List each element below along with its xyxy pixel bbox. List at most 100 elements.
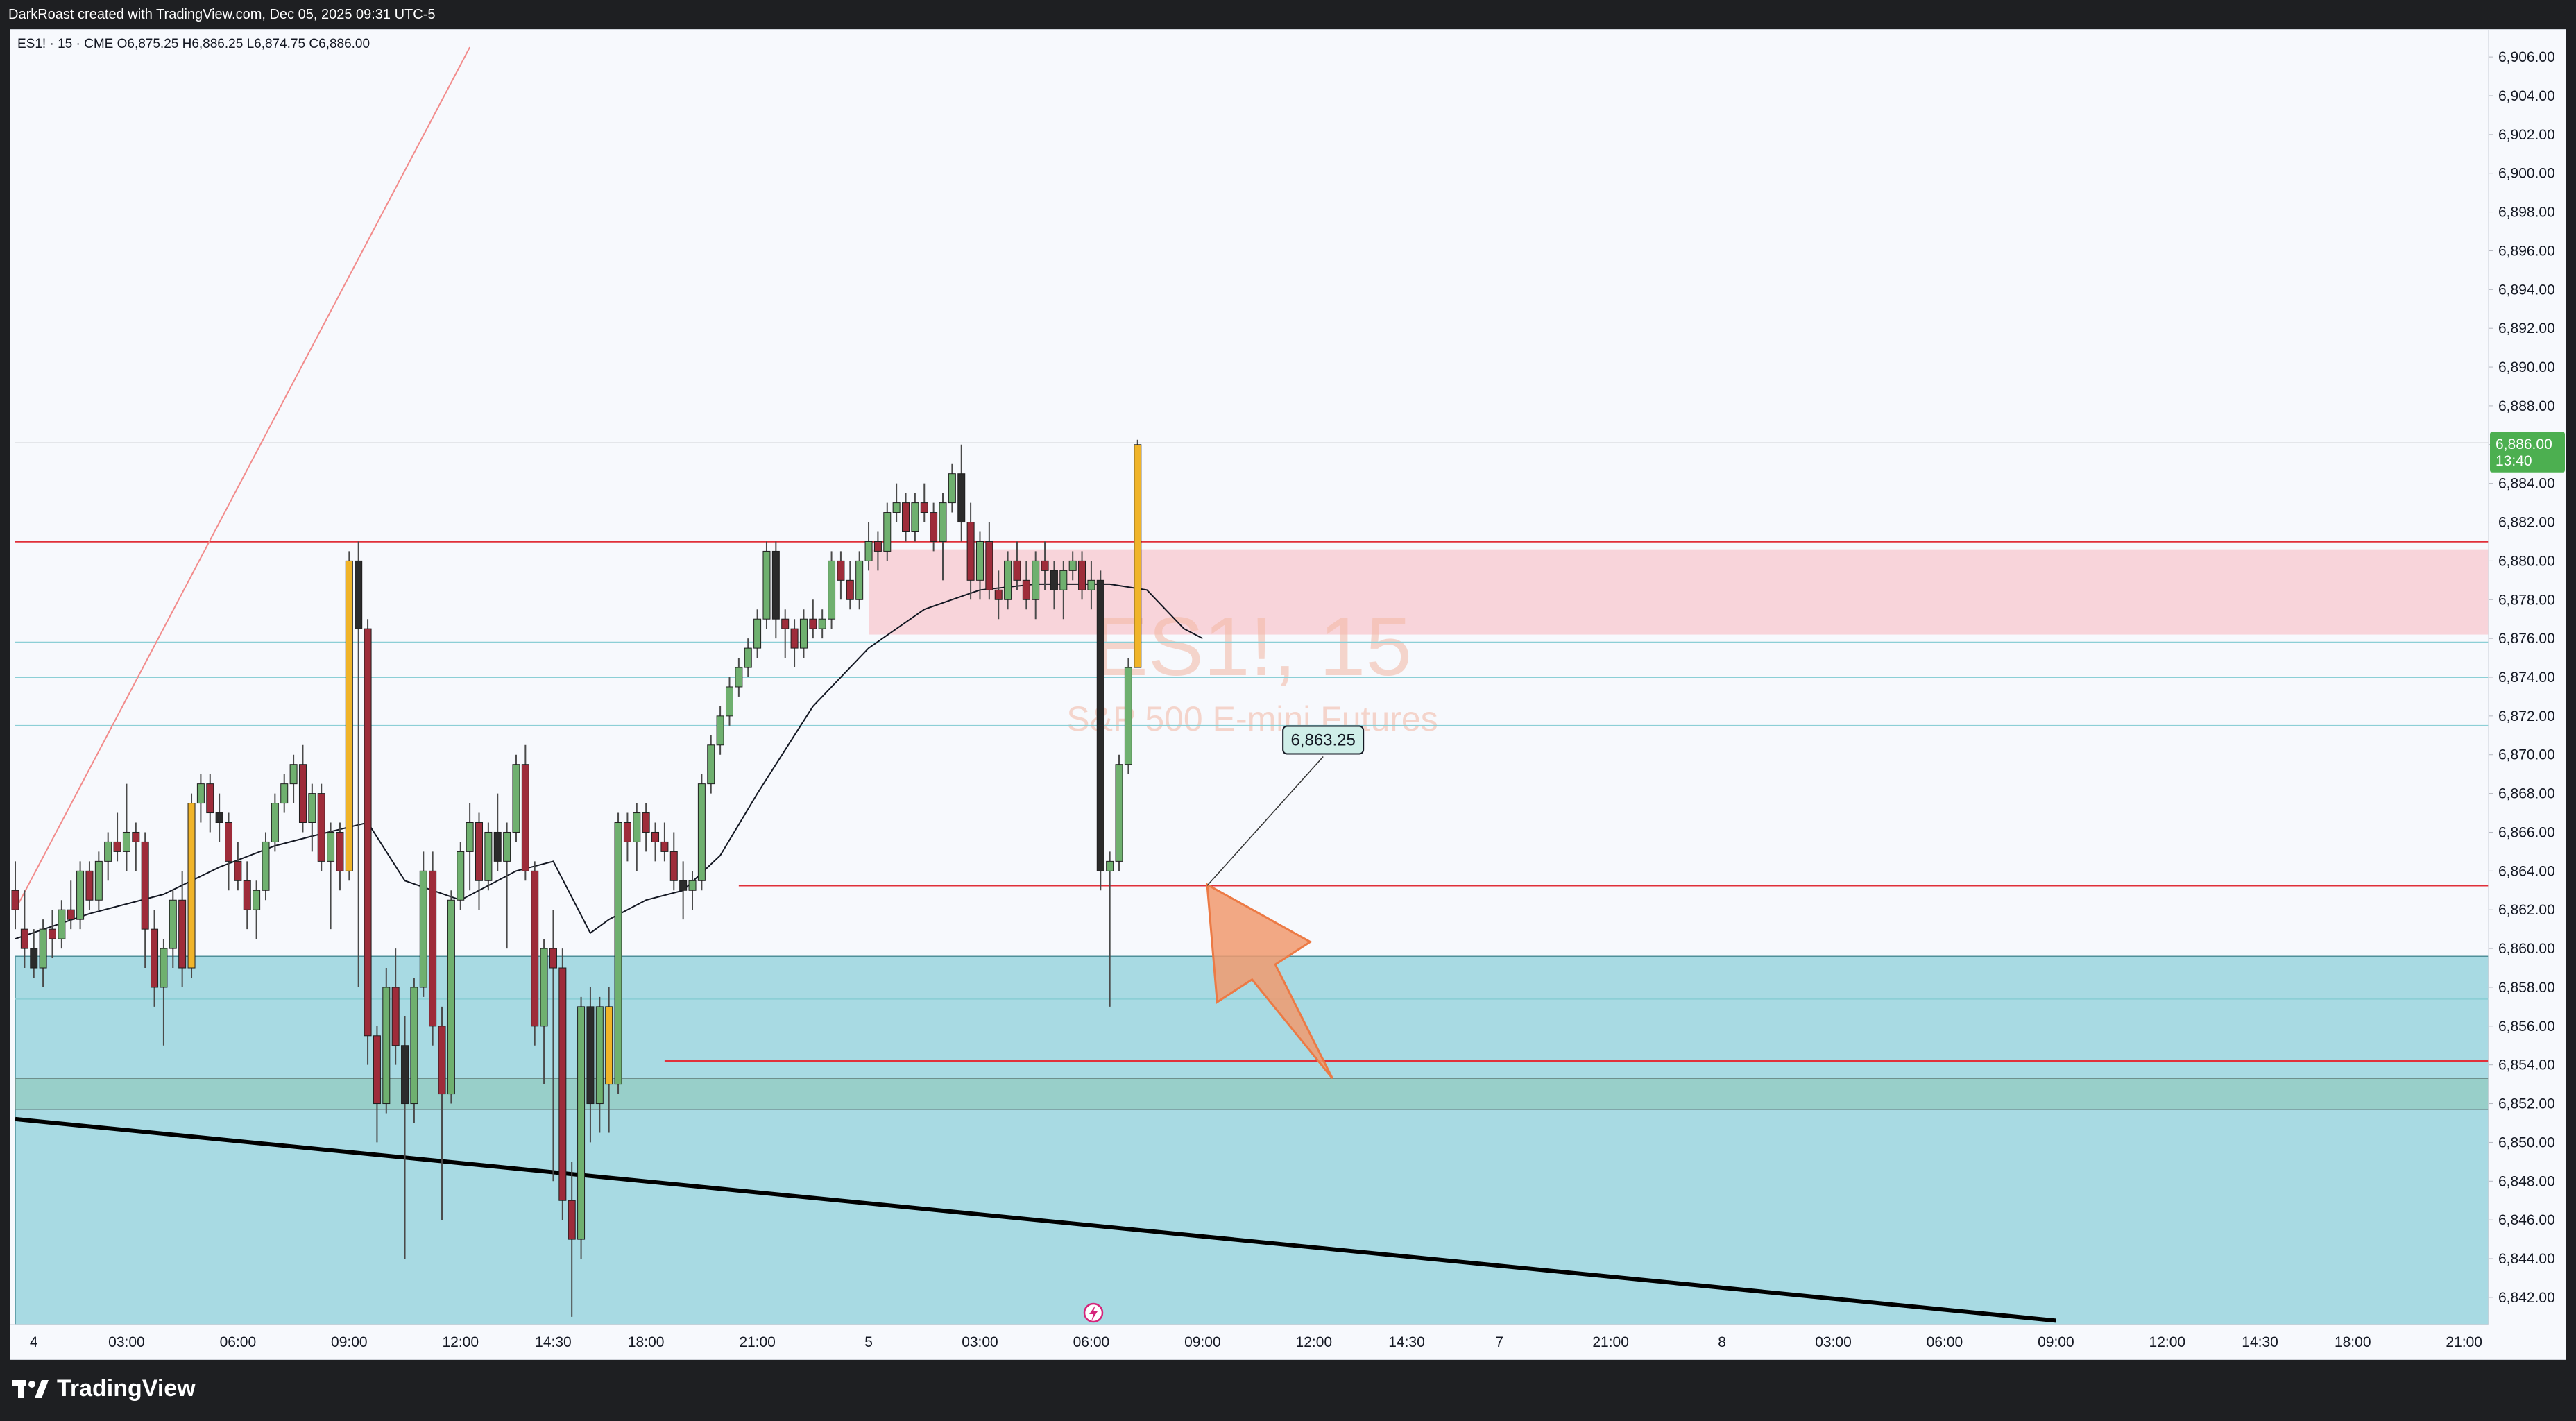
y-tick-label: 6,906.00 — [2498, 49, 2555, 65]
y-tick-label: 6,868.00 — [2498, 786, 2555, 802]
candle-body — [864, 541, 873, 561]
candle — [58, 900, 66, 949]
candle-body — [846, 579, 854, 600]
candle — [122, 783, 130, 871]
x-tick-label: 21:00 — [1592, 1334, 1629, 1350]
candle — [771, 541, 780, 639]
candle — [828, 551, 836, 629]
candle-body — [1050, 570, 1058, 590]
candle — [549, 910, 557, 1182]
y-tick-label: 6,892.00 — [2498, 321, 2555, 337]
candle-body — [410, 987, 418, 1105]
y-tick-label: 6,874.00 — [2498, 670, 2555, 686]
candle — [39, 919, 47, 987]
candle-body — [781, 618, 790, 629]
candle — [466, 803, 474, 891]
candlestick-chart[interactable]: ES1!, 15S&P 500 E-mini Futures6,863.256,… — [10, 30, 2567, 1361]
candle — [345, 551, 353, 881]
x-tick-label: 21:00 — [2446, 1334, 2482, 1350]
candle — [1041, 541, 1049, 590]
candle-body — [1032, 560, 1040, 600]
candle-body — [289, 764, 298, 785]
candle-body — [466, 822, 474, 852]
candle — [966, 502, 975, 600]
y-tick-label: 6,864.00 — [2498, 863, 2555, 879]
watermark-name: S&P 500 E-mini Futures — [1066, 699, 1438, 738]
price-callout: 6,863.25 — [1282, 725, 1365, 755]
candle — [225, 812, 233, 891]
candle — [215, 793, 223, 842]
candle — [633, 803, 641, 871]
candle-body — [160, 948, 168, 988]
candle — [336, 822, 344, 891]
candle — [401, 1016, 409, 1259]
candle-body — [169, 899, 177, 949]
candle-body — [271, 803, 279, 842]
candle-body — [438, 1026, 446, 1095]
candle — [902, 493, 910, 542]
candle — [873, 531, 882, 571]
candle — [716, 706, 724, 755]
x-tick-label: 06:00 — [1927, 1334, 1963, 1350]
annotation-arrow — [1206, 883, 1333, 1080]
candle — [271, 793, 279, 852]
candle-body — [957, 473, 966, 523]
candle — [558, 948, 567, 1220]
candle-body — [818, 618, 826, 629]
candle — [493, 793, 502, 871]
candle — [1124, 658, 1132, 774]
candle — [595, 996, 604, 1133]
y-tick-label: 6,842.00 — [2498, 1290, 2555, 1306]
candle-body — [558, 967, 567, 1201]
tradingview-logo[interactable]: TradingView — [12, 1375, 196, 1402]
candle-body — [67, 909, 75, 920]
candle — [11, 861, 19, 930]
candle — [132, 822, 140, 871]
candle-body — [20, 928, 28, 949]
candle-body — [1124, 667, 1132, 765]
candle — [327, 822, 335, 930]
candle — [20, 890, 28, 969]
candle — [707, 735, 715, 794]
top-caption-bar: DarkRoast created with TradingView.com, … — [0, 0, 2576, 29]
candle — [373, 1026, 381, 1143]
candle — [503, 822, 511, 949]
candle-body — [493, 831, 502, 862]
candle-body — [679, 880, 688, 891]
candle — [67, 880, 75, 930]
candle-body — [707, 744, 715, 785]
candle-body — [308, 793, 316, 824]
y-tick-label: 6,894.00 — [2498, 282, 2555, 298]
candle — [1022, 561, 1030, 610]
chart-frame[interactable]: ES1!, 15 S&P 500 E-mini Futures 6,863.25 6,… — [10, 29, 2566, 1360]
candle-body — [744, 647, 752, 668]
candle-body — [317, 793, 325, 862]
candle — [512, 754, 520, 842]
candle — [948, 463, 956, 513]
candle-body — [1078, 560, 1086, 590]
x-tick-label: 18:00 — [2335, 1334, 2371, 1350]
candle — [76, 861, 85, 930]
candle-body — [382, 987, 391, 1105]
candle-body — [799, 618, 808, 649]
candle-body — [151, 928, 159, 988]
x-tick-label: 14:30 — [2242, 1334, 2278, 1350]
candle-body — [11, 890, 19, 910]
candle — [605, 987, 613, 1133]
candle-body — [883, 512, 892, 552]
candle — [160, 939, 168, 1046]
candle — [920, 483, 928, 522]
candle-body — [187, 803, 196, 969]
candle — [475, 812, 483, 910]
candle — [790, 619, 799, 668]
candle-body — [623, 822, 631, 842]
candle — [48, 910, 56, 959]
candle-body — [716, 715, 724, 746]
candle — [298, 744, 307, 833]
y-tick-label: 6,862.00 — [2498, 902, 2555, 918]
y-tick-label: 6,866.00 — [2498, 824, 2555, 840]
candle-body — [373, 1035, 381, 1105]
candle — [809, 599, 817, 639]
candle — [1050, 561, 1058, 610]
candle-body — [753, 618, 762, 649]
